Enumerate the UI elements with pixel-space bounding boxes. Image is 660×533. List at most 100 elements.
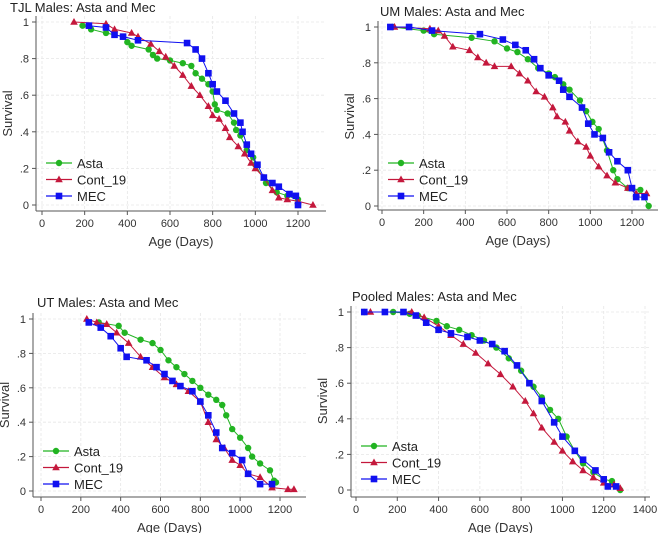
data-point: [645, 202, 652, 210]
data-point: [592, 467, 599, 474]
data-point: [119, 33, 127, 40]
data-point: [420, 313, 428, 321]
data-point: [212, 429, 220, 436]
legend-label: MEC: [392, 472, 421, 487]
data-point: [225, 133, 234, 141]
data-point: [604, 483, 612, 490]
x-tick-label: 200: [75, 218, 93, 230]
data-point: [537, 423, 546, 431]
data-point: [236, 434, 244, 441]
data-point: [550, 437, 558, 445]
legend-marker: [397, 175, 405, 183]
data-point: [254, 161, 261, 169]
data-point: [447, 330, 455, 337]
panel-title: UM Males: Asta and Mec: [380, 4, 525, 19]
y-tick-label: .6: [20, 90, 29, 102]
data-point: [173, 363, 180, 371]
panel-title: Pooled Males: Asta and Mec: [352, 289, 517, 304]
data-point: [505, 355, 512, 362]
data-point: [503, 45, 511, 52]
data-point: [571, 447, 579, 455]
data-point: [610, 167, 617, 174]
data-point: [127, 28, 136, 36]
data-point: [456, 326, 463, 333]
data-point: [110, 25, 119, 33]
data-point: [197, 398, 204, 405]
data-point: [405, 23, 413, 31]
data-point: [137, 336, 144, 343]
x-tick-label: 1000: [578, 217, 602, 229]
data-point: [565, 126, 574, 134]
data-point: [283, 195, 292, 203]
x-tick-label: 400: [111, 504, 129, 516]
legend-label: MEC: [74, 477, 103, 492]
x-tick-label: 1400: [633, 504, 657, 516]
x-tick-label: 0: [353, 504, 359, 516]
data-point: [256, 473, 264, 481]
legend-marker: [370, 475, 378, 483]
data-point: [247, 150, 255, 158]
x-tick-label: 600: [471, 504, 489, 516]
legend-marker: [397, 192, 405, 200]
data-point: [490, 62, 499, 70]
data-point: [632, 193, 640, 201]
legend-marker: [52, 447, 60, 455]
data-point: [228, 456, 236, 463]
legend-label: Asta: [77, 156, 104, 171]
data-point: [387, 23, 394, 31]
data-point: [428, 27, 436, 34]
data-point: [443, 323, 451, 330]
x-tick-label: 0: [38, 504, 44, 516]
data-point: [234, 142, 243, 150]
data-point: [595, 125, 602, 133]
data-point: [309, 201, 317, 208]
data-point: [198, 55, 206, 62]
data-point: [102, 24, 110, 31]
data-point: [578, 104, 586, 111]
y-tick-label: .8: [17, 348, 26, 360]
data-point: [499, 36, 507, 43]
data-point: [229, 425, 236, 433]
survival-panel: Pooled Males: Asta and Mec 0 .2 .4 .6 .8 1 0 200…: [315, 289, 657, 533]
y-tick-label: .8: [362, 58, 371, 70]
data-point: [459, 340, 468, 347]
x-tick-label: 800: [203, 218, 221, 230]
legend-label: MEC: [77, 189, 106, 204]
data-point: [85, 319, 93, 326]
data-point: [189, 377, 196, 385]
data-point: [612, 483, 620, 490]
data-point: [188, 62, 195, 70]
data-point: [211, 101, 218, 108]
x-axis-label: Age (Days): [137, 520, 202, 533]
data-point: [514, 48, 521, 56]
legend-marker: [52, 463, 60, 471]
data-point: [244, 470, 252, 478]
data-point: [208, 111, 217, 119]
series-asta: [79, 22, 302, 203]
data-point: [594, 162, 603, 170]
y-tick-label: .8: [20, 54, 29, 66]
y-tick-label: .6: [17, 383, 26, 395]
legend-label: Cont_19: [419, 173, 468, 188]
data-point: [400, 308, 407, 316]
legend-label: MEC: [419, 189, 448, 204]
legend-label: Cont_19: [392, 456, 441, 471]
y-tick-label: .4: [335, 414, 344, 426]
x-tick-label: 0: [379, 217, 385, 229]
data-point: [268, 480, 276, 488]
data-point: [196, 91, 204, 98]
data-point: [70, 18, 78, 25]
data-point: [614, 157, 621, 165]
data-point: [205, 391, 212, 398]
data-point: [112, 328, 121, 336]
data-point: [611, 178, 620, 186]
x-tick-label: 1000: [228, 504, 252, 516]
panel-title: TJL Males: Asta and Mec: [10, 0, 156, 15]
legend-label: Cont_19: [77, 173, 126, 188]
data-point: [262, 179, 270, 187]
data-point: [230, 110, 238, 117]
data-point: [155, 47, 164, 55]
data-point: [170, 61, 179, 69]
data-point: [440, 31, 449, 39]
data-point: [213, 106, 221, 114]
